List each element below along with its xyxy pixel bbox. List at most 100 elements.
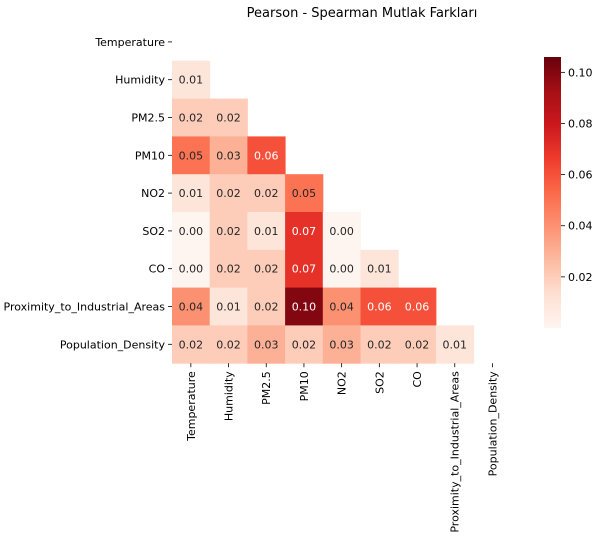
heatmap-cell	[285, 325, 324, 364]
heatmap-cell	[247, 287, 286, 326]
cell-value-label: 0.00	[179, 263, 204, 276]
x-tick-label: Temperature	[185, 371, 198, 442]
heatmap-cell	[247, 174, 286, 213]
colorbar-tick-label: 0.08	[568, 117, 593, 130]
heatmap-cell	[360, 325, 399, 364]
x-tick-label: PM2.5	[260, 371, 273, 405]
cell-value-label: 0.05	[292, 187, 317, 200]
heatmap-cell	[209, 249, 248, 289]
heatmap-cell	[247, 249, 286, 289]
y-tick-label: Population_Density	[60, 338, 166, 351]
cell-value-label: 0.02	[254, 301, 279, 314]
cell-value-label: 0.02	[405, 338, 430, 351]
colorbar-tick-label: 0.06	[568, 169, 593, 182]
y-tick-label: CO	[149, 263, 166, 276]
cell-value-label: 0.01	[367, 263, 392, 276]
heatmap-cell	[209, 136, 248, 175]
colorbar-ticks: 0.02 0.04 0.06 0.08 0.10	[561, 66, 593, 284]
heatmap-cell	[398, 287, 437, 326]
cell-value-label: 0.05	[179, 149, 204, 162]
cell-value-label: 0.04	[179, 301, 204, 314]
heatmap-cell	[209, 287, 248, 326]
cell-value-label: 0.02	[254, 263, 279, 276]
cell-value-label: 0.01	[179, 74, 204, 87]
heatmap-cell	[322, 325, 361, 364]
cell-value-label: 0.03	[254, 338, 279, 351]
cell-value-label: 0.00	[179, 225, 204, 238]
x-tick-label: NO2	[336, 371, 349, 395]
cell-value-label: 0.02	[216, 187, 241, 200]
heatmap-cell	[360, 287, 399, 326]
y-tick-label: Temperature	[94, 36, 165, 49]
cell-value-label: 0.03	[329, 338, 354, 351]
cell-value-label: 0.07	[292, 225, 317, 238]
x-tick-label: Humidity	[223, 371, 236, 421]
cell-value-label: 0.00	[329, 263, 354, 276]
heatmap-cell	[322, 212, 361, 251]
colorbar-tick-label: 0.10	[568, 66, 593, 79]
cell-value-label: 0.01	[254, 225, 279, 238]
cell-value-label: 0.02	[367, 338, 392, 351]
heatmap-cell	[172, 212, 211, 251]
heatmap-cell	[285, 212, 324, 251]
x-tick-label: SO2	[373, 371, 386, 394]
cell-value-label: 0.02	[292, 338, 317, 351]
heatmap-cell	[172, 136, 211, 175]
cell-value-label: 0.01	[216, 301, 241, 314]
y-tick-label: Proximity_to_Industrial_Areas	[4, 301, 166, 314]
heatmap-cell	[435, 325, 475, 364]
heatmap-cell	[209, 98, 248, 137]
x-axis-tick-labels: Temperature Humidity PM2.5 PM10 NO2 SO2 CO Prox…	[185, 363, 499, 533]
y-axis-tick-labels: Temperature Humidity PM2.5 PM10 NO2 SO2 CO Prox…	[4, 36, 172, 351]
y-tick-label: SO2	[142, 225, 165, 238]
heatmap-cell	[172, 60, 211, 100]
heatmap-cell	[285, 174, 324, 213]
cell-value-label: 0.10	[292, 301, 317, 314]
chart-title: Pearson - Spearman Mutlak Farkları	[247, 6, 478, 21]
y-tick-label: PM10	[135, 149, 165, 162]
heatmap-cell	[247, 325, 286, 364]
cell-value-label: 0.02	[216, 338, 241, 351]
heatmap-cell	[172, 287, 211, 326]
colorbar-gradient	[544, 57, 561, 328]
heatmap-cell	[247, 136, 286, 175]
colorbar: 0.02 0.04 0.06 0.08 0.10	[544, 57, 593, 328]
heatmap-cell	[172, 249, 211, 289]
heatmap-cell	[209, 174, 248, 213]
heatmap-cell	[285, 287, 324, 326]
x-tick-label: Population_Density	[486, 371, 499, 477]
cell-value-label: 0.02	[216, 263, 241, 276]
y-tick-label: PM2.5	[131, 112, 165, 125]
cell-value-label: 0.06	[405, 301, 430, 314]
heatmap-cell	[322, 287, 361, 326]
colorbar-tick-label: 0.04	[568, 220, 593, 233]
cell-value-label: 0.03	[216, 149, 241, 162]
heatmap-cell	[247, 212, 286, 251]
cell-value-label: 0.01	[443, 338, 468, 351]
heatmap-cell	[285, 249, 324, 289]
heatmap-cell	[209, 325, 248, 364]
heatmap-cell	[322, 249, 361, 289]
heatmap-cell	[209, 212, 248, 251]
cell-value-label: 0.06	[254, 149, 279, 162]
x-tick-label: CO	[411, 371, 424, 388]
x-tick-label: PM10	[298, 371, 311, 401]
cell-value-label: 0.00	[329, 225, 354, 238]
colorbar-tick-label: 0.02	[568, 271, 593, 284]
cell-value-label: 0.02	[254, 187, 279, 200]
y-tick-label: NO2	[141, 187, 165, 200]
cell-value-label: 0.06	[367, 301, 392, 314]
cell-value-label: 0.02	[179, 338, 204, 351]
cell-value-label: 0.04	[329, 301, 354, 314]
cell-value-label: 0.01	[179, 187, 204, 200]
cell-value-label: 0.07	[292, 263, 317, 276]
cell-value-label: 0.02	[216, 225, 241, 238]
heatmap-cells: 0.01 0.02 0.02 0.05 0.03 0.06 0.01 0.02 0.02 0.05…	[172, 60, 475, 364]
heatmap-cell	[360, 249, 399, 289]
x-tick-label: Proximity_to_Industrial_Areas	[449, 371, 462, 533]
cell-value-label: 0.02	[179, 112, 204, 125]
heatmap-cell	[172, 174, 211, 213]
heatmap-cell	[172, 98, 211, 137]
heatmap-cell	[398, 325, 437, 364]
